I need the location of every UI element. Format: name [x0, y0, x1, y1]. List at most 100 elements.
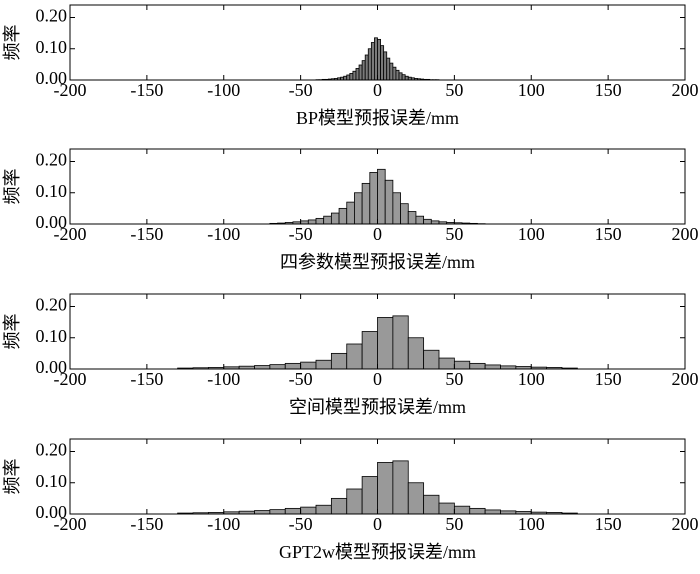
- x-tick-label: -100: [207, 514, 240, 534]
- bar: [392, 192, 401, 225]
- bar: [400, 203, 409, 225]
- y-axis-label: 频率: [2, 169, 22, 205]
- x-tick-label: -100: [207, 369, 240, 389]
- bar: [415, 215, 425, 225]
- bar: [484, 509, 501, 515]
- subplot: -200 -150 -100 -50 0 50 100 150 200 0.00 0.10 0.20 B…: [2, 4, 699, 128]
- x-tick-label: 0: [373, 224, 382, 244]
- x-tick-label: -200: [54, 224, 87, 244]
- bar: [323, 215, 332, 225]
- bar: [269, 509, 286, 515]
- bar: [484, 364, 501, 370]
- y-axis-label: 频率: [2, 459, 22, 495]
- bar: [361, 476, 378, 515]
- x-axis-label: 四参数模型预报误差/mm: [280, 252, 475, 272]
- bar: [330, 212, 340, 225]
- bar: [392, 460, 409, 515]
- bar: [401, 74, 406, 81]
- y-tick-label: 0.00: [36, 68, 68, 88]
- bar: [254, 365, 271, 370]
- bar: [346, 343, 363, 370]
- bar: [364, 54, 369, 81]
- x-tick-label: -150: [130, 224, 163, 244]
- x-tick-label: 0: [373, 369, 382, 389]
- y-tick-label: 0.00: [36, 502, 68, 522]
- bar: [398, 72, 403, 81]
- x-tick-label: 200: [672, 369, 699, 389]
- bar: [361, 60, 366, 81]
- x-axis-label: GPT2w模型预报误差/mm: [279, 542, 476, 562]
- x-tick-label: -200: [54, 369, 87, 389]
- bar: [377, 38, 381, 81]
- bar: [407, 337, 425, 370]
- bar: [438, 502, 455, 515]
- bar: [315, 217, 325, 225]
- bar: [438, 357, 455, 370]
- x-tick-label: 200: [672, 514, 699, 534]
- x-tick-label: 200: [672, 224, 699, 244]
- y-tick-label: 0.20: [36, 295, 68, 315]
- bar: [338, 207, 348, 225]
- bar: [453, 505, 471, 515]
- bar: [370, 42, 375, 81]
- bar: [407, 482, 425, 515]
- x-tick-label: -200: [54, 80, 87, 100]
- subplot: -200 -150 -100 -50 0 50 100 150 200 0.00 0.10 0.20 四…: [2, 148, 699, 272]
- x-tick-label: 100: [518, 80, 545, 100]
- bar: [355, 68, 360, 81]
- x-tick-label: -100: [207, 80, 240, 100]
- bar: [392, 66, 397, 81]
- bar: [269, 364, 286, 370]
- bar: [377, 317, 394, 370]
- y-tick-label: 0.00: [36, 212, 68, 232]
- bar: [354, 192, 363, 225]
- bar: [377, 462, 394, 515]
- bar: [380, 45, 385, 81]
- bar: [383, 51, 388, 81]
- bar: [404, 75, 409, 81]
- bar: [367, 48, 372, 81]
- bar: [349, 73, 354, 81]
- subplot: -200 -150 -100 -50 0 50 100 150 200 0.00 0.10 0.20 G…: [2, 438, 699, 562]
- x-tick-label: 200: [672, 80, 699, 100]
- bar: [469, 507, 486, 515]
- bar: [369, 172, 378, 225]
- x-tick-label: -50: [289, 514, 313, 534]
- x-tick-label: 50: [445, 514, 463, 534]
- x-tick-label: 0: [373, 80, 382, 100]
- bar: [389, 62, 394, 81]
- bar: [395, 69, 400, 81]
- bar: [330, 497, 348, 515]
- y-tick-label: 0.10: [36, 181, 68, 201]
- bar: [346, 201, 355, 225]
- bar: [423, 494, 440, 515]
- x-tick-label: -50: [289, 369, 313, 389]
- bar: [374, 37, 378, 81]
- x-tick-label: 150: [595, 369, 622, 389]
- bar: [423, 349, 440, 370]
- bar: [453, 360, 471, 370]
- bar: [377, 168, 386, 225]
- y-tick-label: 0.20: [36, 150, 68, 170]
- y-tick-label: 0.10: [36, 37, 68, 57]
- bar: [361, 182, 371, 225]
- x-tick-label: -200: [54, 514, 87, 534]
- bar: [386, 57, 391, 81]
- x-tick-label: 150: [595, 80, 622, 100]
- x-tick-label: 100: [518, 224, 545, 244]
- bar: [346, 74, 351, 81]
- bar: [407, 211, 417, 225]
- bar: [343, 75, 348, 81]
- bar: [469, 362, 486, 370]
- bar: [358, 64, 363, 81]
- bar: [300, 506, 317, 515]
- bar: [346, 488, 363, 515]
- y-axis-label: 频率: [2, 25, 22, 61]
- subplot: -200 -150 -100 -50 0 50 100 150 200 0.00 0.10 0.20 空…: [2, 293, 699, 417]
- bar: [315, 504, 332, 515]
- x-tick-label: -100: [207, 224, 240, 244]
- x-tick-label: 100: [518, 369, 545, 389]
- bar: [300, 361, 317, 370]
- y-tick-label: 0.00: [36, 357, 68, 377]
- bar: [384, 179, 394, 225]
